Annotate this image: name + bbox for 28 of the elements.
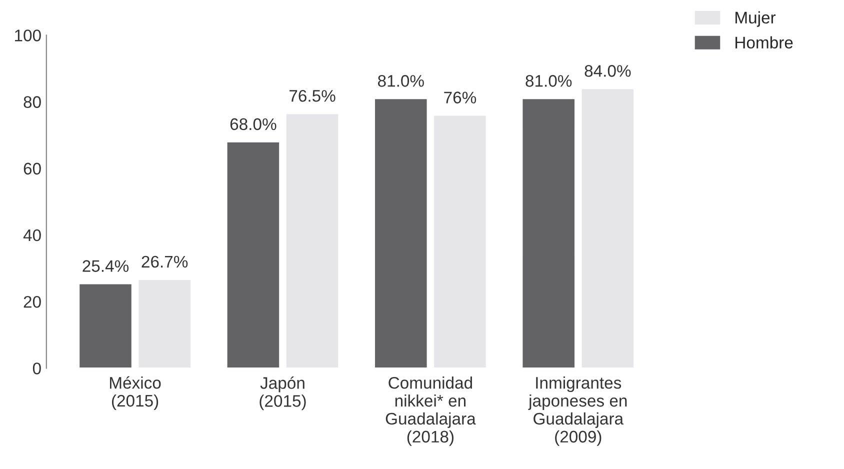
bar bbox=[521, 98, 576, 368]
y-tick-label: 0 bbox=[32, 362, 41, 374]
x-tick-label: México (2015) bbox=[110, 376, 161, 410]
y-tick-label: 80 bbox=[24, 96, 41, 108]
bar bbox=[580, 88, 635, 368]
data-label: 84.0% bbox=[584, 65, 631, 77]
data-label: 76% bbox=[444, 92, 476, 104]
data-label: 25.4% bbox=[82, 260, 129, 272]
y-tick-label: 40 bbox=[23, 229, 41, 242]
bar bbox=[374, 98, 428, 368]
data-label: 68.0% bbox=[230, 118, 276, 130]
x-tick-label: Japón (2015) bbox=[260, 376, 306, 410]
data-label: 26.7% bbox=[142, 256, 188, 268]
x-tick-label: Comunidad nikkei* en Guadalajara (2018) bbox=[386, 376, 476, 446]
data-label: 81.0% bbox=[526, 75, 572, 87]
legend-label: Hombre bbox=[736, 36, 793, 49]
y-tick-label: 100 bbox=[15, 30, 41, 42]
data-label: 76.5% bbox=[290, 90, 336, 102]
bar bbox=[137, 278, 192, 368]
bar bbox=[432, 114, 488, 368]
legend-label: Mujer bbox=[736, 11, 776, 27]
bar bbox=[226, 141, 280, 368]
x-tick-label: Inmigrantes japoneses en Guadalajara (2009) bbox=[528, 376, 627, 446]
bar bbox=[285, 112, 340, 368]
bar bbox=[78, 282, 133, 368]
y-tick-label: 20 bbox=[24, 296, 41, 308]
data-label: 81.0% bbox=[378, 75, 424, 87]
y-tick-label: 60 bbox=[24, 162, 41, 175]
